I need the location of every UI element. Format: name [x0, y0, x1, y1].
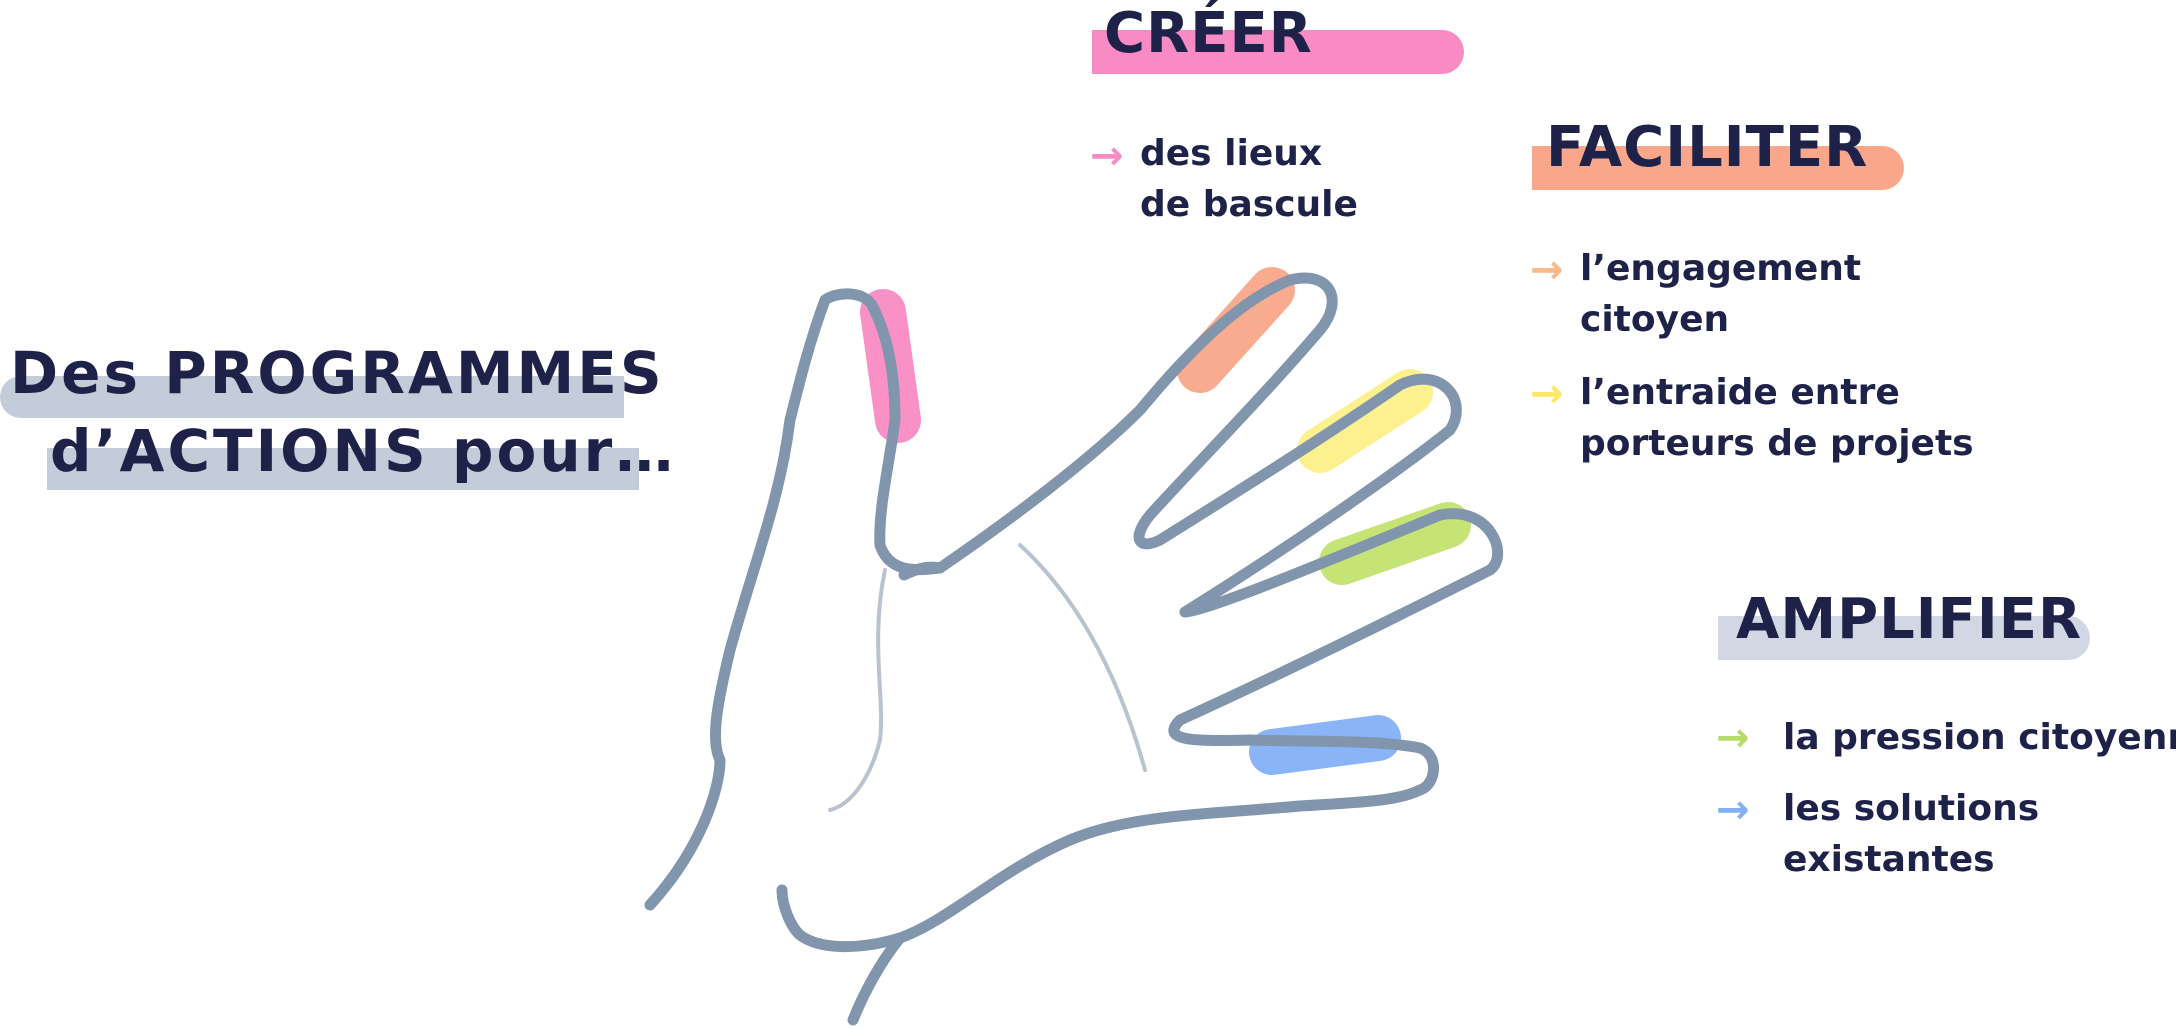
faciliter-title-highlight: [1532, 146, 1904, 190]
item-line: les solutions: [1783, 788, 2040, 829]
amplifier-item-2: les solutions existantes: [1783, 783, 2039, 885]
item-line: la pression citoyenne: [1783, 717, 2176, 758]
right-arrow-icon: →: [1716, 787, 1750, 833]
faciliter-item-1: l’engagement citoyen: [1580, 243, 1861, 345]
item-line: l’entraide entre: [1580, 372, 1900, 413]
right-arrow-icon: →: [1530, 371, 1564, 417]
main-title-line-1: Des PROGRAMMES: [10, 339, 665, 407]
creer-title: CRÉER: [1104, 1, 1313, 66]
right-arrow-icon: →: [1530, 247, 1564, 293]
item-line: de bascule: [1140, 184, 1358, 225]
index-tip-highlight: [1177, 267, 1295, 393]
amplifier-title-highlight: [1718, 616, 2090, 660]
item-line: porteurs de projets: [1580, 423, 1974, 464]
item-line: existantes: [1783, 839, 1995, 880]
middle-tip-highlight: [1297, 369, 1433, 473]
main-title-highlight-2: [47, 448, 639, 490]
main-title-highlight-1: [0, 376, 624, 418]
faciliter-item-2: l’entraide entre porteurs de projets: [1580, 367, 1974, 469]
item-line: citoyen: [1580, 299, 1730, 340]
right-arrow-icon: →: [1090, 133, 1124, 179]
item-line: l’engagement: [1580, 248, 1862, 289]
main-title-line-2: d’ACTIONS pour…: [50, 417, 677, 485]
creer-item-1: des lieux de bascule: [1140, 128, 1358, 230]
ring-tip-highlight: [1319, 502, 1471, 585]
amplifier-item-1: la pression citoyenne: [1783, 712, 2176, 763]
creer-title-highlight: [1092, 30, 1464, 74]
right-arrow-icon: →: [1716, 715, 1750, 761]
item-line: des lieux: [1140, 133, 1323, 174]
amplifier-title: AMPLIFIER: [1736, 587, 2083, 652]
faciliter-title: FACILITER: [1546, 115, 1869, 180]
